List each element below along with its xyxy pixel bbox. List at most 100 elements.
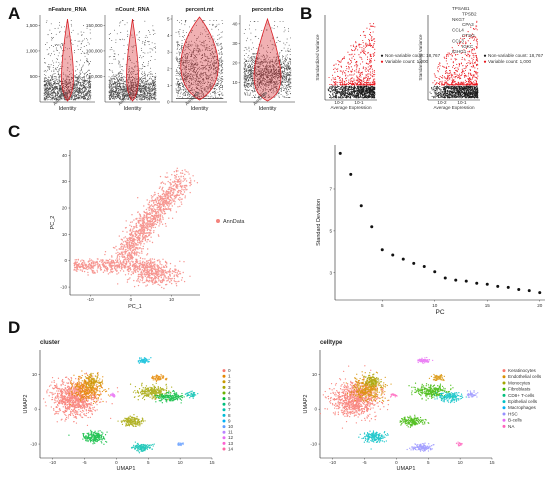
- elbow-xlabel: PC: [435, 309, 444, 316]
- umap-cluster-legend-9: 9: [228, 418, 231, 423]
- violin-ytick-label-2-1: 100,000: [86, 48, 103, 53]
- vf-variable-1: [328, 23, 376, 86]
- umap-cluster-legend-key-10: [222, 425, 226, 429]
- elbow-point-4: [370, 225, 374, 229]
- umap-celltype-cluster-9: [428, 373, 445, 382]
- pca-ytick-label-2: 10: [62, 232, 68, 237]
- vf-legend-2-1: Variable count: 1,000: [488, 59, 532, 64]
- umap-celltype-xtick-label-3: 5: [427, 460, 430, 465]
- violin-ytick-label-4-0: 10: [232, 80, 238, 85]
- elbow-point-3: [359, 204, 363, 208]
- violin-ytick-label-4-2: 30: [232, 41, 238, 46]
- umap-cluster-legend-key-6: [222, 402, 226, 406]
- vf-gene-label-7: IGKC: [462, 44, 474, 49]
- umap-cluster-legend-key-3: [222, 385, 226, 389]
- elbow-point-19: [527, 289, 531, 293]
- umap-cluster-cluster-10: [184, 390, 199, 399]
- umap-cluster-legend-3: 3: [228, 385, 231, 390]
- umap-cluster-legend-2: 2: [228, 379, 231, 384]
- umap-cluster-legend-5: 5: [228, 396, 231, 401]
- umap-celltype-cluster-4: [433, 391, 467, 404]
- umap-celltype-cluster-3: [408, 382, 454, 401]
- elbow-point-6: [391, 253, 395, 257]
- violin-title-1: nFeature_RNA: [48, 7, 86, 13]
- umap-cluster-cluster-12: [110, 392, 116, 398]
- umap-cluster-xtick-label-2: 0: [115, 460, 118, 465]
- pca-points-points: [73, 167, 199, 290]
- umap-celltype-cluster-11: [455, 441, 463, 447]
- umap-cluster-legend-key-9: [222, 419, 226, 423]
- vf-legend-key-2-0: [483, 54, 487, 57]
- umap-celltype-legend-key-0: [502, 369, 506, 373]
- vf-plot-2: Standardized Variance Average Expression1…: [418, 6, 544, 110]
- umap-cluster-cluster-5-points: [117, 414, 146, 428]
- umap-cluster-legend-12: 12: [228, 435, 234, 440]
- vf-gene-label-5: CTSG: [462, 33, 475, 38]
- umap-celltype-cluster-12: [389, 393, 398, 398]
- umap-cluster-xtick-label-0: -10: [49, 460, 56, 465]
- umap-celltype-cluster-2: [363, 372, 383, 391]
- violin-ytick-label-3-0: 0: [167, 100, 170, 105]
- umap-cluster-ytick-label-1: 0: [34, 407, 37, 412]
- umap-celltype-cluster-10: [466, 390, 479, 398]
- umap-cluster-legend-11: 11: [228, 430, 233, 435]
- pca-xtick-label-2: 10: [169, 297, 175, 302]
- vf-legend-key-1-1: [380, 60, 384, 63]
- violin-ytick-label-3-5: 5: [167, 17, 170, 22]
- vf-ylabel-1: Standardized Variance: [315, 34, 320, 81]
- umap-celltype-legend-0: Keratinocytes: [508, 368, 537, 373]
- vf-variable-2-points: [432, 20, 479, 86]
- umap-cluster-legend-6: 6: [228, 402, 231, 407]
- umap-celltype-xtick-label-5: 15: [489, 460, 495, 465]
- umap-celltype-legend-key-7: [502, 412, 506, 416]
- vf-variable-1-points: [328, 23, 376, 86]
- vf-gene-label-8: IGHG1: [452, 49, 467, 54]
- umap-cluster-legend-1: 1: [228, 374, 231, 379]
- vf-legend-1-1: Variable count: 1,000: [385, 59, 429, 64]
- violin-jitter-4-points: [243, 20, 292, 99]
- umap-celltype-cluster-6: [358, 430, 389, 450]
- umap-cluster-cluster-8: [137, 357, 152, 364]
- violin-jitter-2: [108, 20, 157, 101]
- umap-cluster-cluster-8-points: [137, 357, 152, 364]
- umap-cluster-legend-key-14: [222, 447, 226, 451]
- violin-xlabel-1: Identity: [59, 106, 77, 112]
- umap-celltype-ytick-label-1: 0: [314, 407, 317, 412]
- panel-c-elbow-plot: 5 10 15 20 3 5 7 PC Standard Deviation: [316, 145, 545, 316]
- umap-cluster-legend-key-13: [222, 441, 226, 445]
- violin-ytick-label-3-1: 1: [167, 83, 170, 88]
- vf-nonvariable-2: [429, 85, 479, 99]
- elbow-ytick-label-0: 3: [329, 270, 332, 275]
- umap-cluster-legend-key-8: [222, 413, 226, 417]
- violin-ytick-label-2-0: 50,000: [88, 74, 102, 79]
- umap-cluster-ylabel: UMAP2: [23, 395, 29, 414]
- violin-title-3: percent.mt: [185, 7, 213, 13]
- umap-celltype-legend-1: Endothelial cells: [508, 374, 542, 379]
- umap-celltype-xtick-label-2: 0: [395, 460, 398, 465]
- umap-cluster-legend-key-7: [222, 408, 226, 412]
- elbow-point-10: [433, 270, 437, 274]
- pca-xtick-label-1: 0: [130, 297, 133, 302]
- elbow-point-5: [380, 248, 384, 252]
- violin-xlabel-3: Identity: [191, 106, 209, 112]
- elbow-point-17: [506, 285, 510, 289]
- violin-ytick-label-1-2: 1,500: [26, 23, 38, 28]
- pca-ytick-label-5: 40: [62, 153, 68, 158]
- elbow-xtick-label-0: 5: [381, 303, 384, 308]
- umap-cluster-ytick-label-0: -10: [30, 442, 37, 447]
- umap-cluster-cluster-5: [117, 414, 146, 428]
- umap-cluster-cluster-9: [151, 373, 168, 383]
- elbow-point-9: [422, 264, 426, 268]
- elbow-point-11: [443, 276, 447, 280]
- umap-celltype-title: celltype: [320, 340, 343, 346]
- violin-shape-1: [61, 18, 74, 102]
- vf-gene-label-2: NKG7: [452, 17, 465, 22]
- umap-cluster-cluster-11-points: [177, 442, 185, 447]
- violin-ytick-label-1-1: 1,000: [26, 48, 38, 53]
- umap-celltype-cluster-0: [319, 365, 390, 429]
- elbow-xtick-label-2: 15: [485, 303, 491, 308]
- umap-cluster-cluster-4: [154, 389, 189, 404]
- umap-celltype-cluster-8: [417, 356, 434, 364]
